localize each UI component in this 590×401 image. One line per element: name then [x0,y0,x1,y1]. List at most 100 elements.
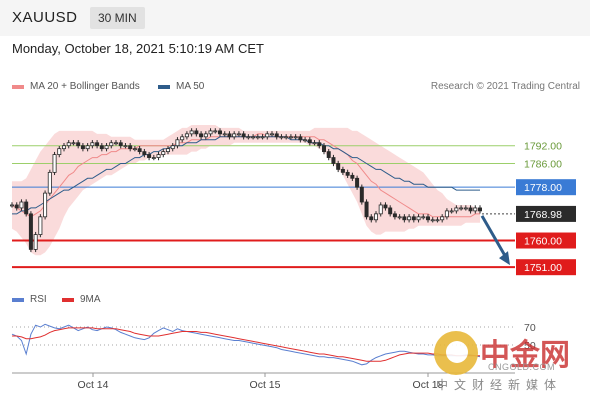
candle-body [430,219,435,222]
candle-body [388,207,393,215]
candle-body [246,136,251,139]
candle-body [170,145,175,150]
candle-body [62,145,67,150]
forecast-arrow-shaft [480,215,509,260]
watermark-url: CNGOLD.COM [488,362,556,372]
candle-body [326,151,331,158]
candle-body [288,136,293,139]
candle-body [473,207,478,212]
candle-body [449,210,454,213]
candle-body [14,204,19,209]
candle-body [156,154,161,158]
candle-body [298,136,303,141]
ma50-line [12,136,480,215]
level-badge-1778.00 [516,179,576,196]
candle-body [9,204,14,207]
candle-body [123,145,128,148]
candle-body [392,213,397,218]
candle-body [175,139,180,147]
candle-body [359,186,364,203]
candle-body [340,169,345,173]
candle-body [255,136,260,139]
candle-body [132,148,137,151]
ma20-swatch [12,84,24,89]
credit-text: Research © 2021 Trading Central [430,81,580,92]
level-label-1778.00: 1778.00 [524,182,562,194]
candle-body [303,139,308,142]
candle-body [95,142,100,147]
x-tick-label-oct-15: Oct 15 [250,379,281,391]
candle-body [85,145,90,150]
candle-body [151,157,156,159]
rsi-line [11,323,481,366]
candle-body [165,148,170,153]
candle-body [236,133,241,136]
candle-body [468,207,473,212]
candle-body [109,142,114,147]
candle-body [217,130,222,135]
legend-ma9: 9MA [62,294,101,305]
rsi-level-label-70: 70 [524,322,536,334]
candle-body [161,151,166,155]
candle-body [454,207,459,212]
candle-body [425,216,430,221]
candle-body [213,130,218,133]
legend-rsi: RSI [12,294,47,305]
legend-ma9-label: 9MA [80,294,101,305]
candle-body [90,142,95,147]
candle-body [208,130,213,135]
candle-body [477,207,482,212]
level-badge-1760.00 [516,232,576,249]
candle-body [52,154,57,173]
interval-button[interactable]: 30 MIN [90,7,145,29]
candle-body [137,148,142,153]
forecast-arrow-head [499,251,510,266]
candle-body [402,216,407,221]
candle-body [265,133,270,138]
candle-body [199,133,204,138]
candle-body [274,133,279,138]
candle-body [435,219,440,222]
candle-body [307,139,312,144]
candle-body [279,136,284,139]
candle-body [345,171,350,176]
candle-body [66,142,71,147]
candle-body [57,148,62,155]
legend-ma20: MA 20 + Bollinger Bands [12,81,140,92]
candle-body [364,201,369,218]
candle-body [142,151,147,155]
candle-body [350,174,355,179]
candle-body [222,133,227,136]
current-price-label: 1768.98 [524,209,562,221]
candle-body [33,234,38,250]
watermark-brand: 中金网 [480,338,570,373]
candle-body [147,154,152,158]
legend-ma50-label: MA 50 [176,81,205,92]
candle-body [317,142,322,147]
candle-body [269,133,274,136]
candle-body [416,216,421,221]
candle-body [19,201,24,209]
candle-body [411,216,416,221]
candle-body [241,133,246,138]
candle-body [24,201,29,215]
candle-body [189,130,194,135]
candle-body [355,177,360,188]
watermark-subtitle: 中文财经新媒体 [436,378,563,392]
level-badge-1751.00 [516,259,576,276]
candle-body [203,133,208,138]
candle-body [118,142,123,147]
symbol-label: XAUUSD [12,9,78,26]
candle-body [383,204,388,209]
candle-body [321,145,326,153]
candle-body [260,136,265,139]
candle-body [184,133,189,138]
candle-body [331,157,336,164]
x-tick-label-oct-14: Oct 14 [78,379,109,391]
candle-body [312,142,317,145]
candle-body [194,130,199,135]
top-bar: XAUUSD 30 MIN [0,0,590,36]
candle-body [128,145,133,150]
ma50-swatch [158,84,170,89]
level-label-1760.00: 1760.00 [524,236,562,248]
